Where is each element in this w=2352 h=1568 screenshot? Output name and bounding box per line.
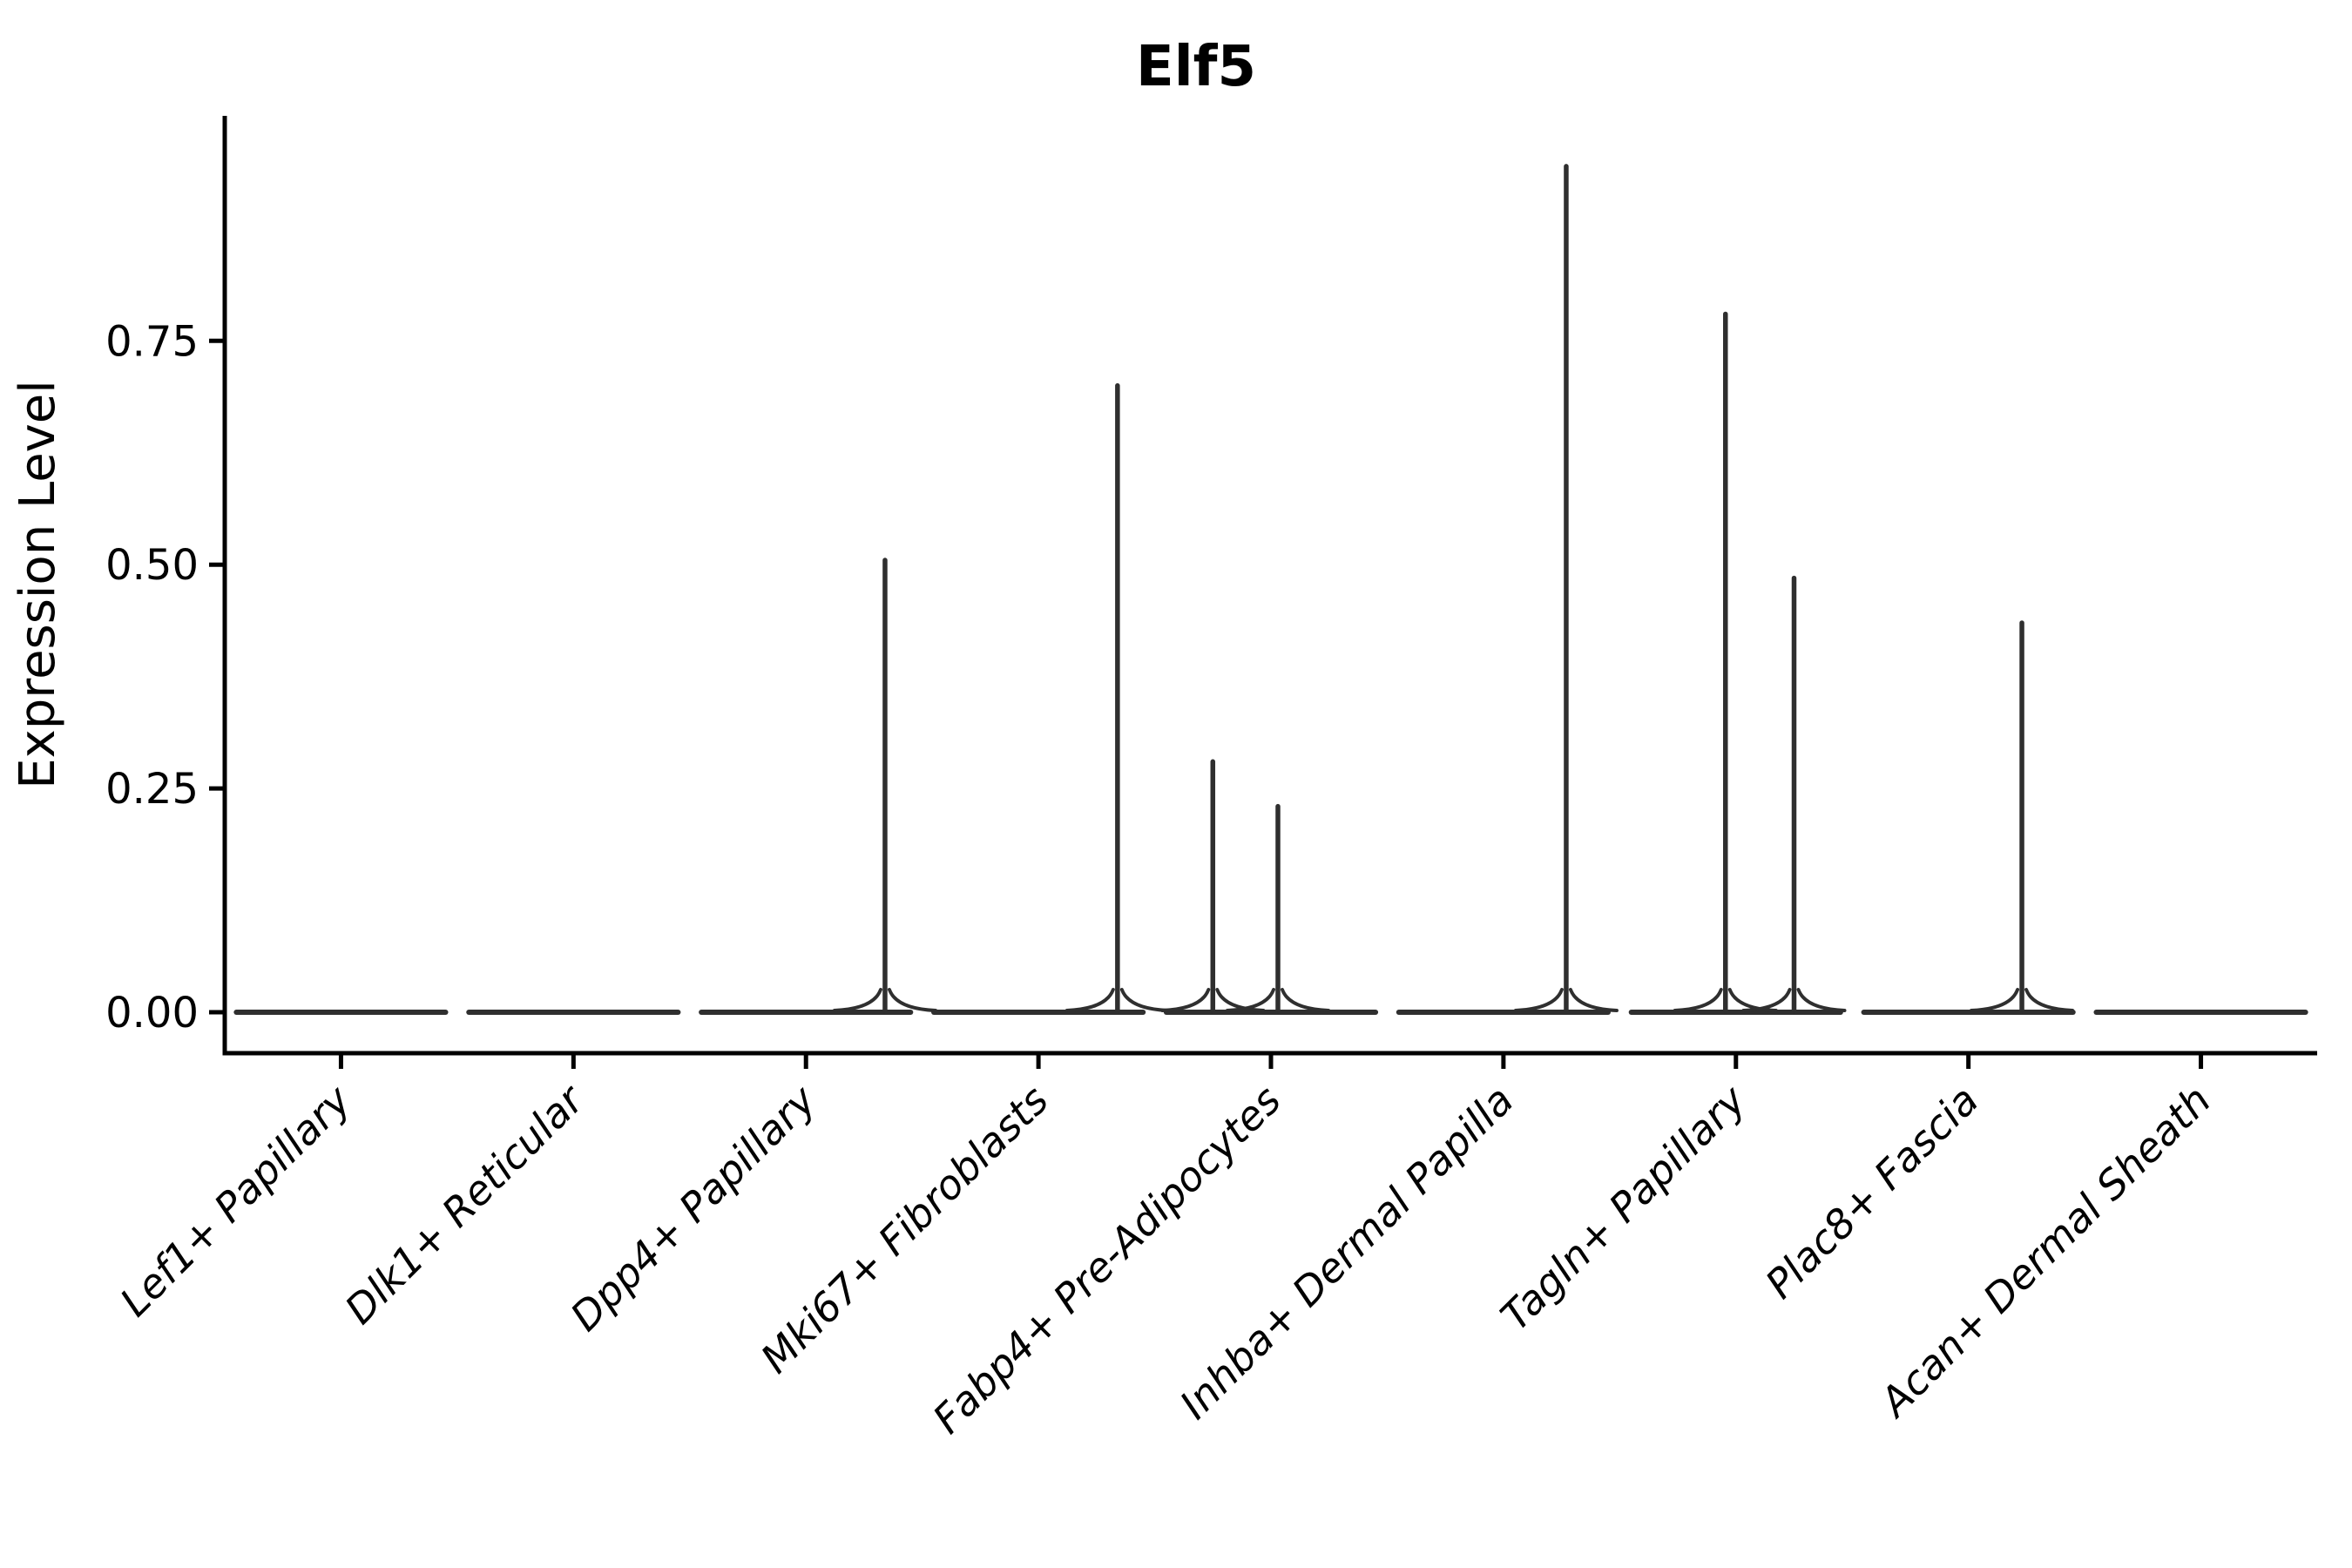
y-axis-label: Expression Level xyxy=(10,380,66,789)
violin-spike-flare xyxy=(1226,988,1331,1012)
x-tick-label: Dpp4+ Papillary xyxy=(561,1076,825,1340)
violin-spike-flare xyxy=(1513,988,1619,1012)
y-tick-label: 0.75 xyxy=(105,317,199,366)
chart-title: Elf5 xyxy=(1136,35,1256,99)
x-tick-label: Tagln+ Papillary xyxy=(1491,1076,1755,1340)
x-tick-label: Lef1+ Papillary xyxy=(111,1076,360,1325)
violin-spike-flare xyxy=(1970,988,2075,1012)
y-tick-label: 0.00 xyxy=(105,989,199,1037)
x-tick-label: Plac8+ Fascia xyxy=(1756,1077,1987,1308)
violin-spike-flare xyxy=(1673,988,1778,1012)
y-tick-label: 0.25 xyxy=(105,765,199,814)
violin-spike-flare xyxy=(1160,988,1266,1012)
violin-spike-flare xyxy=(1741,988,1847,1012)
y-tick-label: 0.50 xyxy=(105,541,199,590)
violin-spike-flare xyxy=(832,988,937,1012)
x-tick-label: Dlk1+ Reticular xyxy=(335,1074,594,1333)
